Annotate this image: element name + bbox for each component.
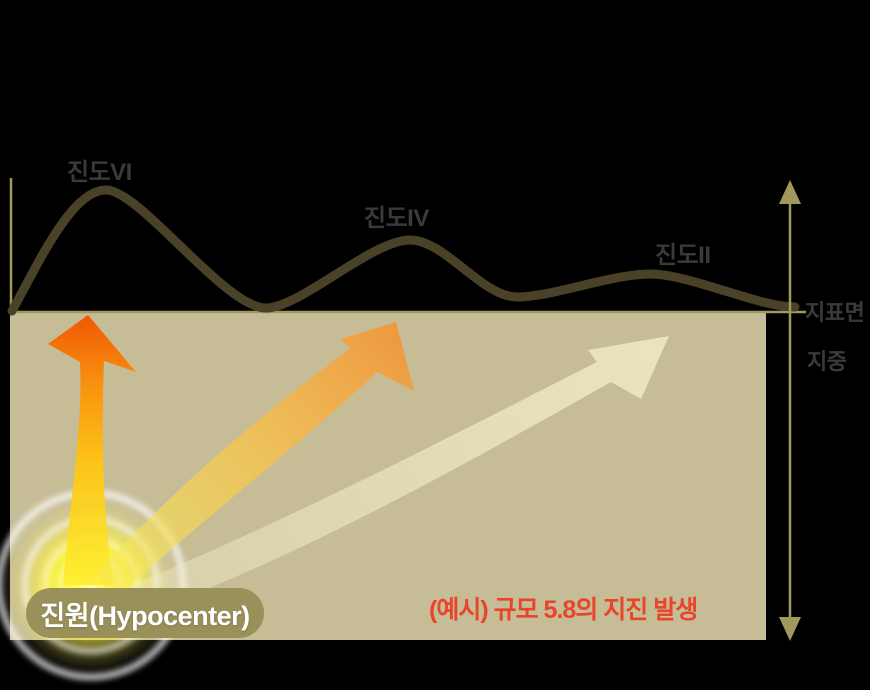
intensity-label-ii: 진도II: [655, 242, 711, 269]
example-magnitude-note: (예시) 규모 5.8의 지진 발생: [429, 596, 698, 624]
underground-label: 지중: [807, 349, 847, 374]
seismic-ray-strong-arrow: [48, 315, 136, 585]
intensity-label-vi: 진도VI: [67, 159, 132, 186]
hypocenter-label-pill: 진원(Hypocenter): [26, 588, 264, 638]
arrow-down-icon: [779, 617, 801, 641]
arrow-up-icon: [779, 180, 801, 204]
intensity-label-iv: 진도IV: [364, 205, 429, 232]
intensity-wave-curve: [7, 185, 800, 316]
hypocenter-label: 진원(Hypocenter): [40, 600, 250, 631]
surface-label: 지표면: [805, 300, 865, 325]
seismic-ray-medium-arrow: [96, 322, 414, 600]
depth-measure-line: [779, 180, 801, 641]
seismic-ray-weak-arrow: [110, 336, 669, 624]
